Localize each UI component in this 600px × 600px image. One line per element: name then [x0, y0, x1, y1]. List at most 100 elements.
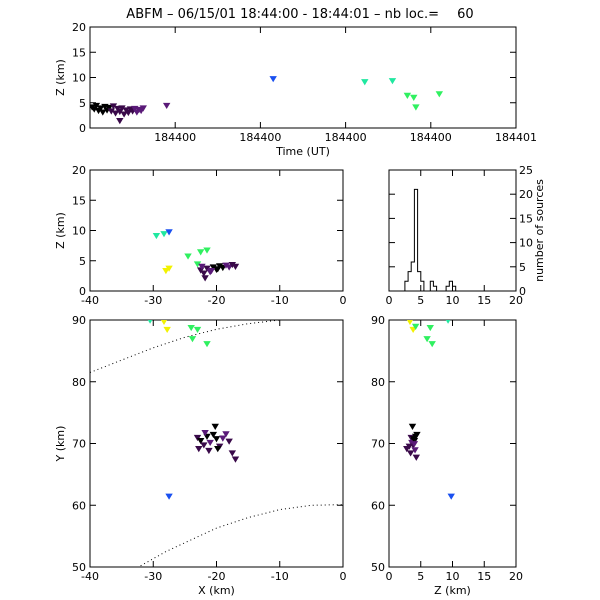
- x-tick-label: 10: [446, 294, 460, 307]
- source-point: [200, 270, 208, 277]
- source-point: [163, 326, 171, 334]
- source-point: [201, 275, 209, 282]
- source-point: [222, 431, 230, 438]
- source-point: [124, 109, 133, 117]
- source-point: [406, 450, 415, 457]
- source-point: [193, 434, 202, 442]
- x-tick-label: -30: [144, 294, 162, 307]
- panels: 184400 184400 184400 184400 184401 0 5 10 15 20 Ti…: [54, 21, 547, 597]
- x-tick-label: 5: [417, 294, 424, 307]
- x-tick-label: 0: [386, 294, 393, 307]
- source-point: [200, 442, 208, 449]
- source-point: [403, 92, 412, 99]
- range-curve-1: [140, 504, 343, 567]
- source-point: [184, 253, 192, 260]
- source-point: [219, 265, 227, 272]
- source-point: [205, 447, 213, 455]
- source-point: [116, 118, 124, 125]
- y-tick-label: 5: [79, 255, 86, 268]
- y-tick-label: 15: [519, 212, 533, 225]
- plan-view-frame: [89, 319, 344, 568]
- histogram-bin: [446, 286, 449, 291]
- y-tick-label: 20: [72, 21, 86, 34]
- x-tick-label: -10: [271, 570, 289, 583]
- plan-view-panel: -40 -30 -20 -10 0 50 60 70 80 90 X (km) Y (km): [54, 314, 347, 597]
- source-point: [445, 320, 451, 324]
- x-tick-label: 184400: [325, 131, 367, 144]
- source-point: [410, 94, 418, 101]
- x-tick-label: 184400: [154, 131, 196, 144]
- source-point: [269, 76, 277, 83]
- source-point: [195, 446, 203, 453]
- y-tick-label: 50: [72, 561, 86, 574]
- plan-view-ylabel: Y (km): [54, 426, 67, 463]
- source-point: [412, 454, 421, 461]
- y-tick-label: 0: [79, 122, 86, 135]
- time-height-ylabel: Z (km): [54, 59, 67, 96]
- source-point: [231, 263, 240, 270]
- source-point: [410, 436, 418, 443]
- y-tick-label: 70: [72, 438, 86, 451]
- source-point: [411, 323, 420, 330]
- source-point: [198, 263, 206, 270]
- source-point: [162, 268, 170, 275]
- y-tick-label: 0: [79, 285, 86, 298]
- source-point: [207, 268, 216, 275]
- source-point: [423, 336, 431, 343]
- source-point: [188, 336, 197, 343]
- z-y-view-xlabel: Z (km): [434, 584, 471, 597]
- source-point: [99, 109, 107, 116]
- y-tick-label: 60: [72, 499, 86, 512]
- source-point: [409, 326, 417, 334]
- y-tick-label: 15: [72, 46, 86, 59]
- source-point: [428, 341, 436, 348]
- source-point: [403, 446, 411, 453]
- y-tick-label: 90: [72, 314, 86, 327]
- source-point: [219, 435, 227, 442]
- source-point: [147, 320, 153, 324]
- y-tick-label: 60: [371, 499, 385, 512]
- source-point: [412, 104, 420, 111]
- source-point: [196, 249, 205, 256]
- y-tick-label: 5: [519, 261, 526, 274]
- source-point: [165, 265, 173, 272]
- x-tick-label: 0: [340, 294, 347, 307]
- source-point: [203, 247, 211, 254]
- source-point: [214, 446, 222, 453]
- source-point: [225, 438, 233, 445]
- source-point: [361, 79, 369, 86]
- z-y-view-frame: [388, 319, 517, 568]
- y-tick-label: 20: [519, 188, 533, 201]
- source-point: [187, 325, 195, 332]
- x-tick-label: 184401: [495, 131, 537, 144]
- title-date: 06/15/01: [178, 7, 236, 22]
- title-count: 60: [457, 7, 474, 22]
- x-tick-label: 184400: [239, 131, 281, 144]
- title-sep-2: –: [374, 7, 385, 22]
- source-point: [152, 232, 161, 240]
- source-point: [139, 105, 147, 112]
- source-point: [160, 320, 168, 326]
- histogram-bin: [411, 262, 414, 291]
- x-tick-label: -40: [81, 570, 99, 583]
- source-point: [206, 439, 214, 447]
- source-point: [162, 102, 171, 110]
- x-tick-label: 20: [509, 570, 523, 583]
- source-point: [203, 341, 211, 348]
- time-height-frame: [89, 26, 517, 129]
- y-tick-label: 90: [371, 314, 385, 327]
- y-tick-label: 10: [72, 72, 86, 85]
- source-point: [160, 231, 168, 238]
- source-point: [165, 493, 173, 500]
- title-sep-1: –: [167, 7, 178, 22]
- source-point: [165, 229, 173, 236]
- x-tick-label: 5: [417, 570, 424, 583]
- title-time-range: 18:44:00 - 18:44:01: [240, 7, 370, 22]
- x-tick-label: -10: [271, 294, 289, 307]
- source-point: [388, 78, 397, 85]
- source-point: [111, 110, 120, 117]
- source-point: [225, 264, 233, 271]
- source-point: [413, 431, 421, 439]
- x-tick-label: -30: [144, 570, 162, 583]
